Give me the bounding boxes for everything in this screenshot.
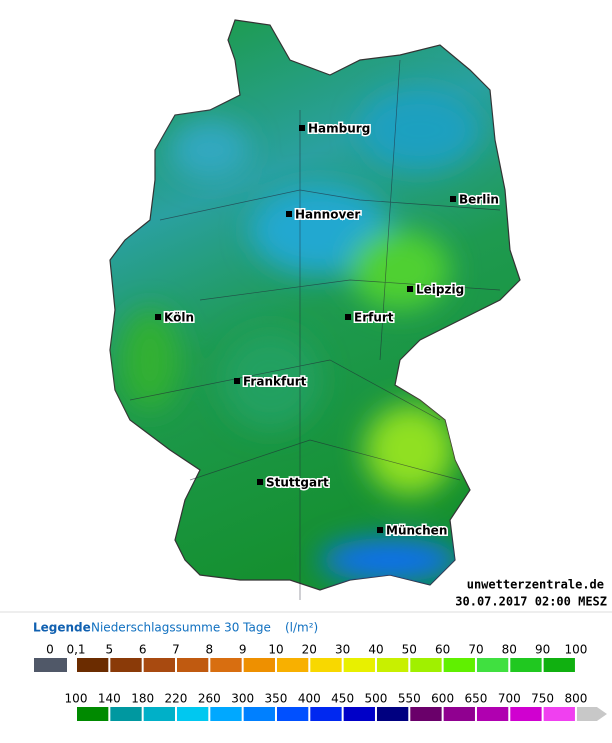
legend-label: 40 xyxy=(368,643,383,657)
legend-swatch xyxy=(210,707,242,721)
city-label: Hannover xyxy=(295,208,360,222)
legend-label: 20 xyxy=(302,643,317,657)
city-dot xyxy=(286,211,292,217)
city-label: München xyxy=(386,524,447,538)
city-dot xyxy=(257,479,263,485)
legend-swatch xyxy=(143,658,175,672)
legend-swatch xyxy=(443,707,475,721)
legend-swatch xyxy=(376,707,409,721)
legend-swatch xyxy=(143,707,175,721)
legend-swatch xyxy=(476,658,509,672)
legend-swatch xyxy=(543,658,575,672)
legend-label: 0,1 xyxy=(66,643,85,657)
legend-swatch xyxy=(77,707,109,721)
legend-swatch xyxy=(110,707,142,721)
legend-swatch xyxy=(376,658,409,672)
legend-swatch xyxy=(343,658,375,672)
legend-label: 220 xyxy=(165,692,188,706)
legend-label: 600 xyxy=(431,692,454,706)
city-label: Leipzig xyxy=(416,283,464,297)
city-dot xyxy=(377,527,383,533)
legend-swatch xyxy=(476,707,509,721)
city-dot xyxy=(155,314,161,320)
legend-swatch xyxy=(243,707,275,721)
legend-label: 9 xyxy=(239,643,247,657)
legend-subtitle: Niederschlagssumme 30 Tage xyxy=(91,621,271,635)
legend-label: 260 xyxy=(198,692,221,706)
legend-swatch xyxy=(243,658,275,672)
legend-label: 7 xyxy=(172,643,180,657)
legend-title: Legende xyxy=(33,621,91,635)
legend-swatch xyxy=(543,707,575,721)
legend-label: 8 xyxy=(205,643,213,657)
legend-label: 650 xyxy=(465,692,488,706)
legend-swatch xyxy=(410,658,442,672)
legend-label: 800 xyxy=(564,692,587,706)
legend-label: 90 xyxy=(535,643,550,657)
legend-swatch xyxy=(34,658,67,672)
legend-label: 70 xyxy=(468,643,483,657)
legend-swatch xyxy=(510,707,542,721)
legend-swatch xyxy=(443,658,475,672)
legend-label: 700 xyxy=(498,692,521,706)
borders xyxy=(129,59,501,600)
legend-label: 300 xyxy=(231,692,254,706)
legend-label: 400 xyxy=(298,692,321,706)
city-label: Berlin xyxy=(459,193,499,207)
city-label: Stuttgart xyxy=(266,476,329,490)
legend-swatch xyxy=(310,707,342,721)
legend-unit: (l/m²) xyxy=(285,621,318,635)
legend-label: 100 xyxy=(564,643,587,657)
legend-label: 500 xyxy=(365,692,388,706)
legend-label: 6 xyxy=(139,643,147,657)
legend-label: 180 xyxy=(131,692,154,706)
legend-swatch xyxy=(276,707,309,721)
precip-areas xyxy=(120,90,480,582)
legend-label: 30 xyxy=(335,643,350,657)
legend-swatch xyxy=(210,658,242,672)
city-label: Köln xyxy=(164,311,194,325)
legend-label: 10 xyxy=(268,643,283,657)
legend-label: 350 xyxy=(265,692,288,706)
legend-swatch xyxy=(110,658,142,672)
city-dot xyxy=(407,286,413,292)
legend-label: 50 xyxy=(402,643,417,657)
map xyxy=(109,19,521,600)
legend-swatch xyxy=(176,707,209,721)
legend-swatch xyxy=(310,658,342,672)
legend-swatch xyxy=(276,658,309,672)
city-label: Erfurt xyxy=(354,311,394,325)
city-dot xyxy=(345,314,351,320)
legend-label: 100 xyxy=(65,692,88,706)
legend-label: 750 xyxy=(531,692,554,706)
legend-label: 60 xyxy=(435,643,450,657)
legend-swatch xyxy=(343,707,375,721)
legend-swatch xyxy=(410,707,442,721)
legend-label: 5 xyxy=(106,643,114,657)
city-dot xyxy=(299,125,305,131)
watermark: unwetterzentrale.de xyxy=(467,578,604,592)
legend-label: 0 xyxy=(46,643,54,657)
legend-label: 450 xyxy=(331,692,354,706)
legend-swatch xyxy=(510,658,542,672)
city-label: Hamburg xyxy=(308,122,370,136)
legend-label: 80 xyxy=(502,643,517,657)
legend-swatch xyxy=(77,658,109,672)
city-dot xyxy=(234,378,240,384)
city-label: Frankfurt xyxy=(243,375,307,389)
legend-swatch xyxy=(176,658,209,672)
timestamp: 30.07.2017 02:00 MESZ xyxy=(455,595,607,609)
legend-swatch-arrow xyxy=(576,707,607,721)
city-dot xyxy=(450,196,456,202)
legend-label: 140 xyxy=(98,692,121,706)
legend-label: 550 xyxy=(398,692,421,706)
